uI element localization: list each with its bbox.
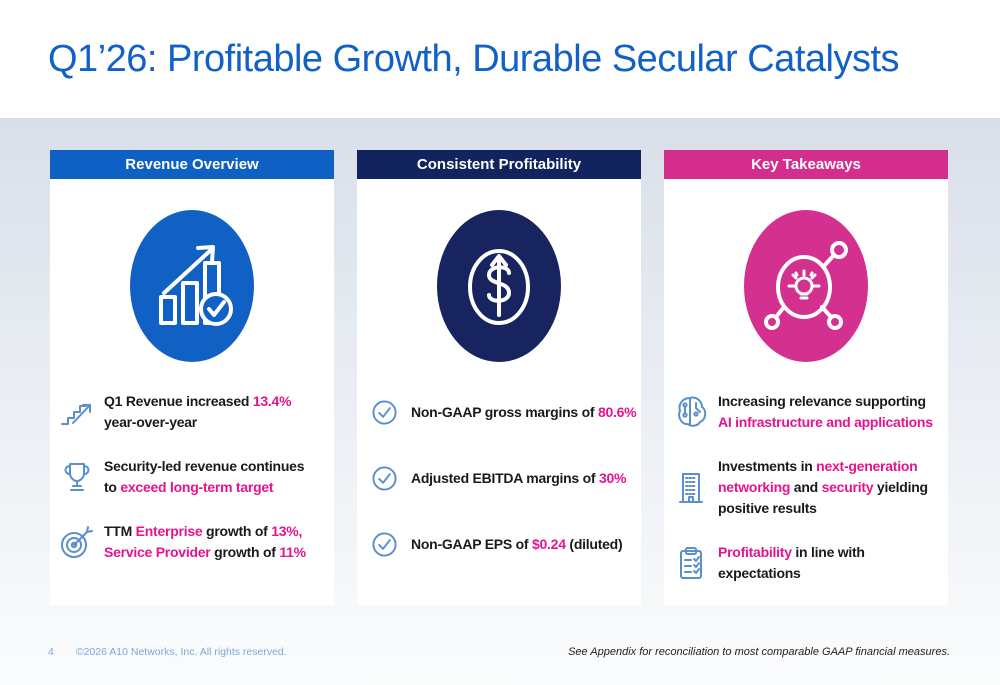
- bullet-item: Non-GAAP gross margins of 80.6%: [365, 399, 639, 426]
- check-circle-icon: [365, 399, 403, 426]
- card-body: Q1 Revenue increased 13.4% year-over-yea…: [50, 179, 334, 605]
- card-body: Increasing relevance supporting AI infra…: [664, 179, 948, 605]
- bullet-text: Profitability in line with expectations: [718, 544, 865, 581]
- bullet-text: TTM Enterprise growth of 13%, Service Pr…: [104, 523, 306, 560]
- check-circle-icon: [365, 465, 403, 492]
- bullet-list: Increasing relevance supporting AI infra…: [672, 391, 946, 584]
- card-header: Revenue Overview: [50, 150, 334, 179]
- card-consistent-profitability: Consistent Profitability Non-GAAP gross …: [357, 150, 641, 605]
- bullet-item: Non-GAAP EPS of $0.24 (diluted): [365, 531, 639, 558]
- bullet-text: Increasing relevance supporting AI infra…: [718, 393, 933, 430]
- page-title: Q1’26: Profitable Growth, Durable Secula…: [48, 37, 900, 80]
- bullet-text: Adjusted EBITDA margins of 30%: [411, 470, 627, 486]
- dollar-growth-icon: [451, 231, 547, 341]
- card-body: Non-GAAP gross margins of 80.6% Adjusted…: [357, 179, 641, 605]
- bullet-item: Security-led revenue continues to exceed…: [58, 456, 332, 498]
- bullet-text: Q1 Revenue increased 13.4% year-over-yea…: [104, 393, 292, 430]
- footnote-text: See Appendix for reconciliation to most …: [568, 646, 950, 658]
- page-number: 4: [48, 646, 54, 658]
- hero-circle: [130, 210, 254, 362]
- bullet-text: Security-led revenue continues to exceed…: [104, 458, 305, 495]
- building-icon: [672, 470, 710, 506]
- target-icon: [58, 524, 96, 560]
- hero-circle: [744, 210, 868, 362]
- bullet-item: Investments in next-generation networkin…: [672, 456, 946, 519]
- card-header: Consistent Profitability: [357, 150, 641, 179]
- bullet-text: Investments in next-generation networkin…: [718, 458, 928, 516]
- card-key-takeaways: Key Takeaways Increasing relevance suppo…: [664, 150, 948, 605]
- clipboard-checklist-icon: [672, 545, 710, 581]
- bullet-item: TTM Enterprise growth of 13%, Service Pr…: [58, 521, 332, 563]
- card-revenue-overview: Revenue Overview Q1 Revenue increased 13…: [50, 150, 334, 605]
- bullet-text: Non-GAAP gross margins of 80.6%: [411, 404, 637, 420]
- bullet-item: Adjusted EBITDA margins of 30%: [365, 465, 639, 492]
- card-header: Key Takeaways: [664, 150, 948, 179]
- bar-chart-growth-icon: [144, 231, 240, 341]
- bullet-list: Non-GAAP gross margins of 80.6% Adjusted…: [365, 399, 639, 558]
- bullet-item: Increasing relevance supporting AI infra…: [672, 391, 946, 433]
- bullet-item: Q1 Revenue increased 13.4% year-over-yea…: [58, 391, 332, 433]
- idea-network-icon: [758, 231, 854, 341]
- bullet-text: Non-GAAP EPS of $0.24 (diluted): [411, 536, 623, 552]
- bullet-list: Q1 Revenue increased 13.4% year-over-yea…: [58, 391, 332, 563]
- copyright-text: ©2026 A10 Networks, Inc. All rights rese…: [75, 646, 287, 658]
- title-band: Q1’26: Profitable Growth, Durable Secula…: [0, 0, 1000, 118]
- footer: 4 ©2026 A10 Networks, Inc. All rights re…: [48, 646, 950, 658]
- check-circle-icon: [365, 531, 403, 558]
- ai-brain-icon: [672, 394, 710, 430]
- hero-circle: [437, 210, 561, 362]
- trophy-icon: [58, 459, 96, 495]
- footer-left: 4 ©2026 A10 Networks, Inc. All rights re…: [48, 646, 287, 658]
- cards-row: Revenue Overview Q1 Revenue increased 13…: [50, 150, 948, 605]
- stairs-growth-icon: [58, 394, 96, 430]
- bullet-item: Profitability in line with expectations: [672, 542, 946, 584]
